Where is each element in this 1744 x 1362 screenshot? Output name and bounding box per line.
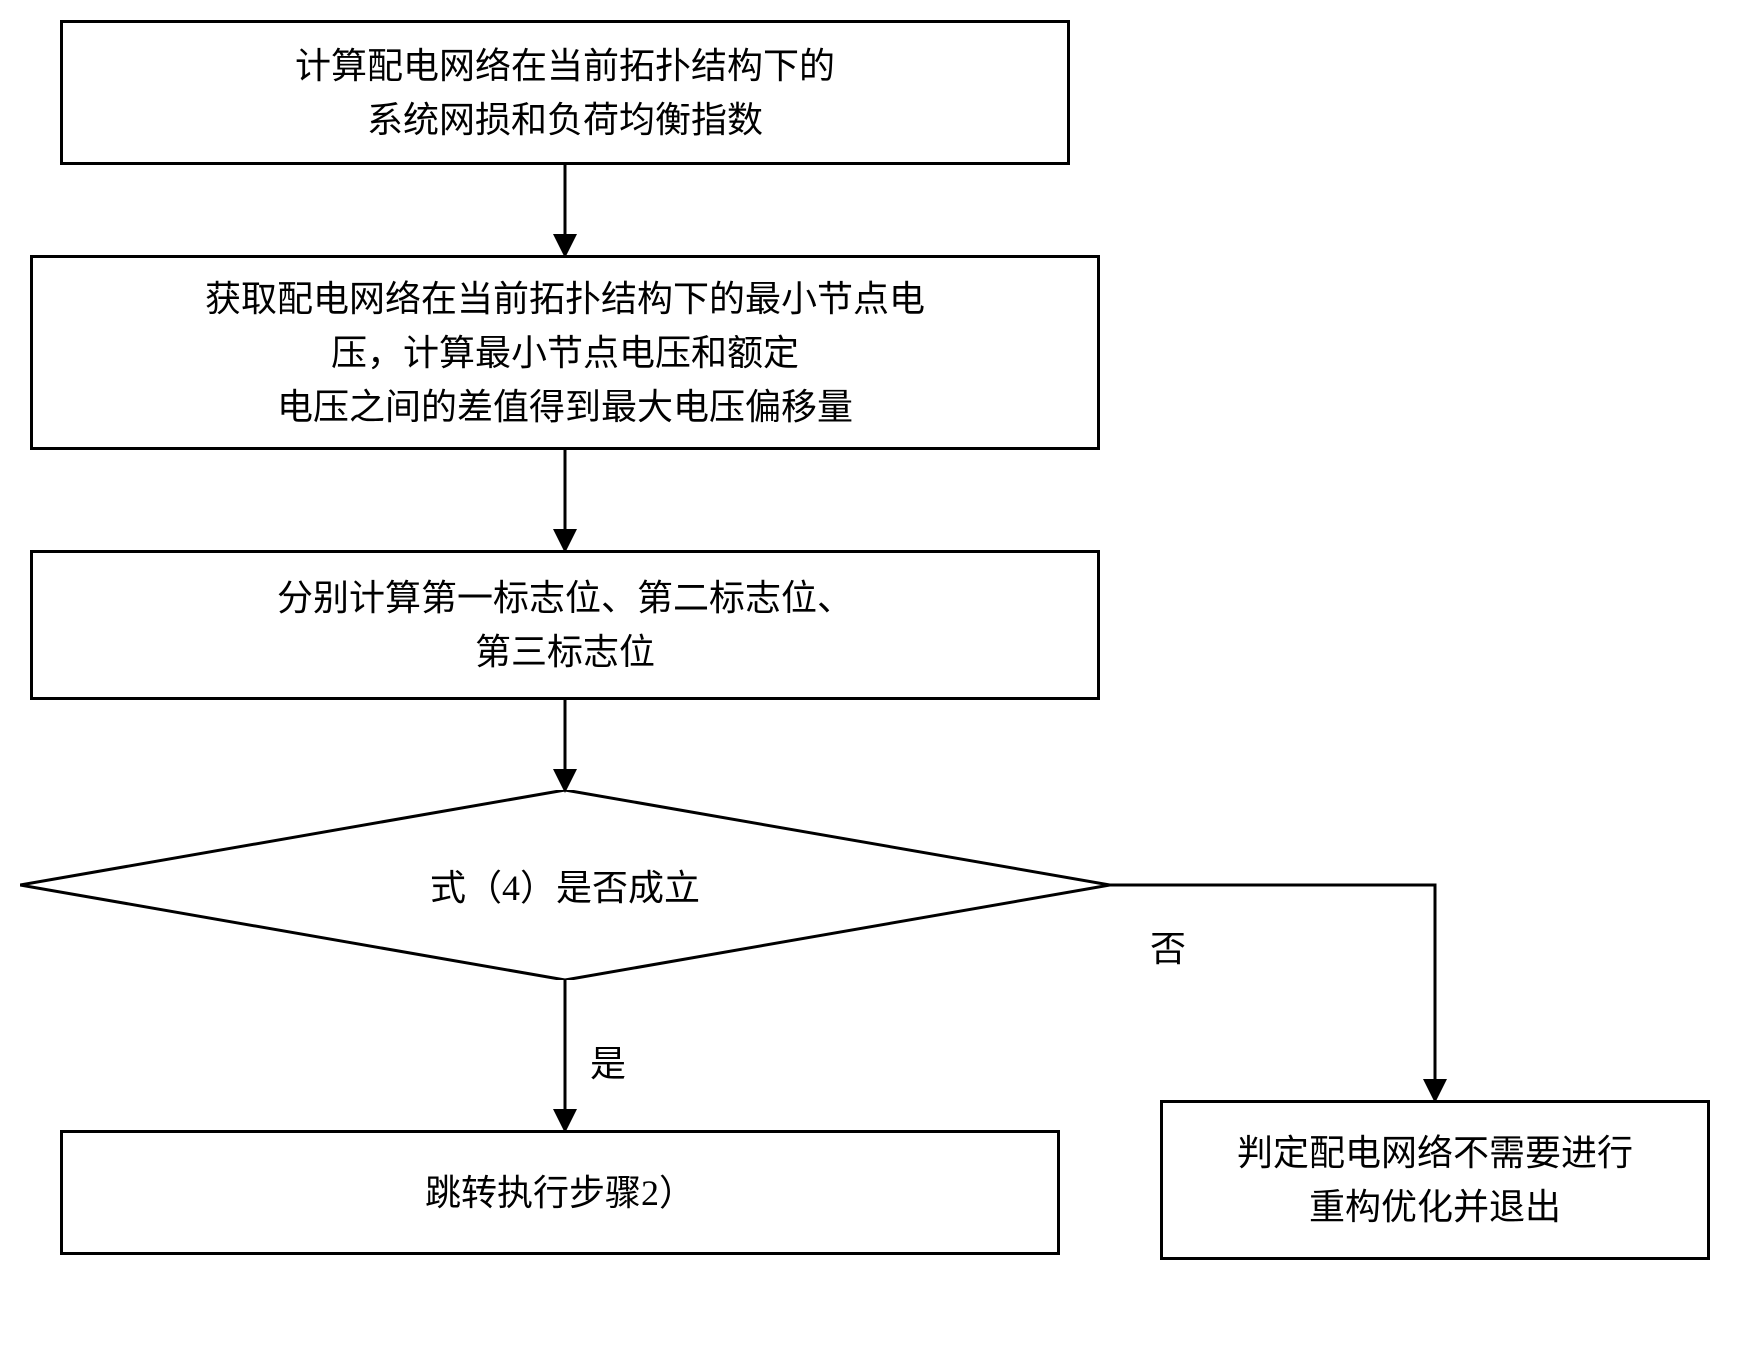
step-text: 获取配电网络在当前拓扑结构下的最小节点电 压，计算最小节点电压和额定 电压之间的… xyxy=(205,272,925,434)
decision-text-wrap: 式（4）是否成立 xyxy=(20,790,1110,980)
flowchart-container: 计算配电网络在当前拓扑结构下的 系统网损和负荷均衡指数 获取配电网络在当前拓扑结… xyxy=(0,0,1744,1362)
step-text: 跳转执行步骤2） xyxy=(425,1166,695,1220)
line: 跳转执行步骤2） xyxy=(425,1173,695,1213)
line: 判定配电网络不需要进行 xyxy=(1237,1133,1633,1173)
label-no: 否 xyxy=(1150,920,1186,972)
decision-text: 式（4）是否成立 xyxy=(430,859,700,911)
step-text: 分别计算第一标志位、第二标志位、 第三标志位 xyxy=(277,571,853,679)
line: 计算配电网络在当前拓扑结构下的 xyxy=(295,46,835,86)
line: 第三标志位 xyxy=(475,632,655,672)
step-text: 计算配电网络在当前拓扑结构下的 系统网损和负荷均衡指数 xyxy=(295,39,835,147)
arrow-d1-b5 xyxy=(1110,885,1435,1097)
decision-eq4-holds: 式（4）是否成立 xyxy=(20,790,1110,980)
step-min-voltage: 获取配电网络在当前拓扑结构下的最小节点电 压，计算最小节点电压和额定 电压之间的… xyxy=(30,255,1100,450)
label-yes: 是 xyxy=(590,1035,626,1087)
step-no-reconfigure-exit: 判定配电网络不需要进行 重构优化并退出 xyxy=(1160,1100,1710,1260)
step-text: 判定配电网络不需要进行 重构优化并退出 xyxy=(1237,1126,1633,1234)
step-goto-2: 跳转执行步骤2） xyxy=(60,1130,1060,1255)
line: 重构优化并退出 xyxy=(1309,1187,1561,1227)
line: 分别计算第一标志位、第二标志位、 xyxy=(277,578,853,618)
step-calc-flags: 分别计算第一标志位、第二标志位、 第三标志位 xyxy=(30,550,1100,700)
line: 系统网损和负荷均衡指数 xyxy=(367,100,763,140)
line: 电压之间的差值得到最大电压偏移量 xyxy=(277,387,853,427)
line: 获取配电网络在当前拓扑结构下的最小节点电 xyxy=(205,279,925,319)
line: 压，计算最小节点电压和额定 xyxy=(331,333,799,373)
step-calc-loss-balance: 计算配电网络在当前拓扑结构下的 系统网损和负荷均衡指数 xyxy=(60,20,1070,165)
